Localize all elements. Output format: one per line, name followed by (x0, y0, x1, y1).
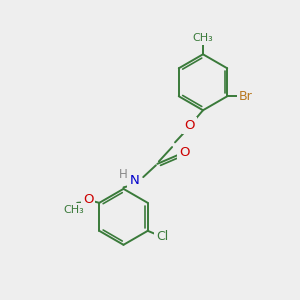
Text: O: O (184, 119, 195, 132)
Text: N: N (130, 173, 139, 187)
Text: CH₃: CH₃ (63, 205, 84, 214)
Text: Cl: Cl (156, 230, 169, 243)
Text: H: H (119, 168, 128, 181)
Text: O: O (179, 146, 190, 159)
Text: Br: Br (239, 90, 253, 103)
Text: O: O (83, 194, 93, 206)
Text: CH₃: CH₃ (193, 32, 213, 43)
